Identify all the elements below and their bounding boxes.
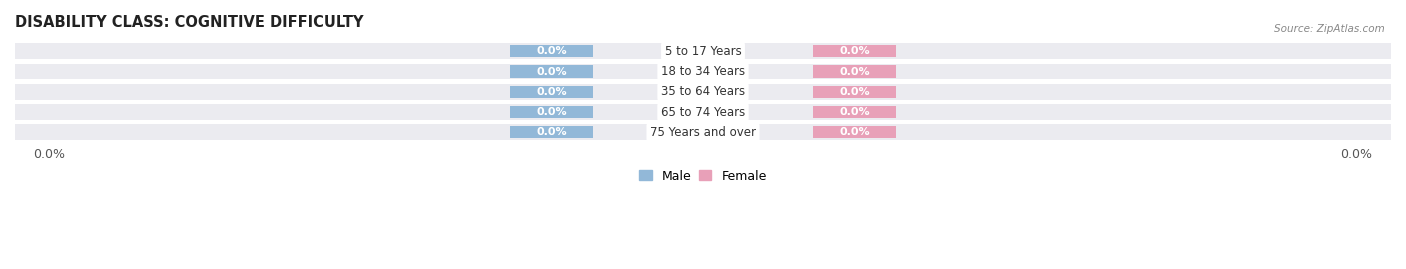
Bar bbox=[510, 106, 593, 118]
Text: 0.0%: 0.0% bbox=[536, 66, 567, 77]
Text: DISABILITY CLASS: COGNITIVE DIFFICULTY: DISABILITY CLASS: COGNITIVE DIFFICULTY bbox=[15, 15, 364, 30]
Text: 5 to 17 Years: 5 to 17 Years bbox=[665, 45, 741, 58]
Text: 0.0%: 0.0% bbox=[839, 46, 870, 56]
Bar bbox=[15, 43, 1391, 59]
Bar bbox=[510, 65, 593, 78]
Bar bbox=[15, 84, 1391, 100]
Bar bbox=[813, 106, 896, 118]
Text: 75 Years and over: 75 Years and over bbox=[650, 126, 756, 139]
Bar bbox=[15, 125, 1391, 140]
Bar bbox=[510, 126, 593, 139]
Bar bbox=[813, 86, 896, 98]
Bar bbox=[510, 45, 593, 57]
Text: 0.0%: 0.0% bbox=[839, 127, 870, 137]
Text: 0.0%: 0.0% bbox=[839, 107, 870, 117]
Text: 0.0%: 0.0% bbox=[839, 87, 870, 97]
Bar bbox=[15, 104, 1391, 120]
Text: 35 to 64 Years: 35 to 64 Years bbox=[661, 85, 745, 98]
Bar bbox=[813, 126, 896, 139]
Text: 0.0%: 0.0% bbox=[536, 46, 567, 56]
Bar bbox=[813, 65, 896, 78]
Bar bbox=[813, 45, 896, 57]
Text: 0.0%: 0.0% bbox=[536, 107, 567, 117]
Text: 18 to 34 Years: 18 to 34 Years bbox=[661, 65, 745, 78]
Text: 0.0%: 0.0% bbox=[839, 66, 870, 77]
Legend: Male, Female: Male, Female bbox=[634, 165, 772, 187]
Text: 0.0%: 0.0% bbox=[536, 87, 567, 97]
Text: 65 to 74 Years: 65 to 74 Years bbox=[661, 105, 745, 119]
Text: 0.0%: 0.0% bbox=[536, 127, 567, 137]
Bar bbox=[510, 86, 593, 98]
Bar bbox=[15, 64, 1391, 79]
Text: Source: ZipAtlas.com: Source: ZipAtlas.com bbox=[1274, 24, 1385, 34]
